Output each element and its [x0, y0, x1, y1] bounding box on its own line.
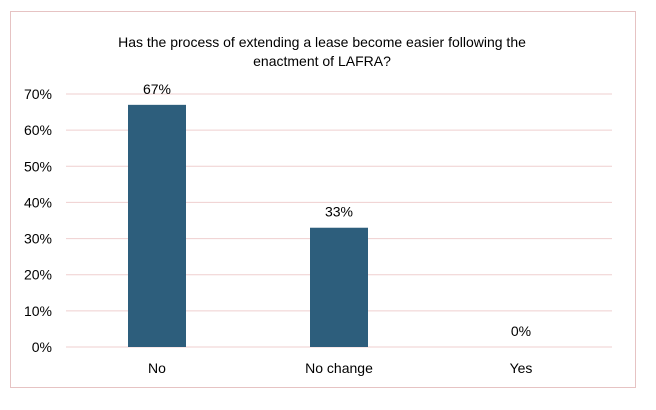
- chart-title-line-2: enactment of LAFRA?: [253, 53, 391, 69]
- bar-no-change: [310, 227, 368, 347]
- y-tick-label: 10%: [24, 303, 52, 319]
- bars: [128, 104, 368, 347]
- x-tick-label: No: [148, 360, 166, 376]
- y-tick-label: 20%: [24, 267, 52, 283]
- y-axis-ticks: 0% 10% 20% 30% 40% 50% 60% 70%: [24, 86, 52, 355]
- x-axis-ticks: No No change Yes: [148, 360, 532, 376]
- y-tick-label: 70%: [24, 86, 52, 102]
- bar-no: [128, 104, 186, 347]
- data-labels: 67% 33% 0%: [143, 81, 531, 339]
- x-tick-label: No change: [305, 360, 373, 376]
- data-label: 67%: [143, 81, 171, 97]
- y-tick-label: 30%: [24, 231, 52, 247]
- x-tick-label: Yes: [510, 360, 533, 376]
- chart-title-line-1: Has the process of extending a lease bec…: [118, 34, 526, 50]
- data-label: 0%: [511, 323, 531, 339]
- y-tick-label: 0%: [32, 339, 52, 355]
- y-tick-label: 60%: [24, 122, 52, 138]
- data-label: 33%: [325, 204, 353, 220]
- y-tick-label: 50%: [24, 158, 52, 174]
- y-tick-label: 40%: [24, 194, 52, 210]
